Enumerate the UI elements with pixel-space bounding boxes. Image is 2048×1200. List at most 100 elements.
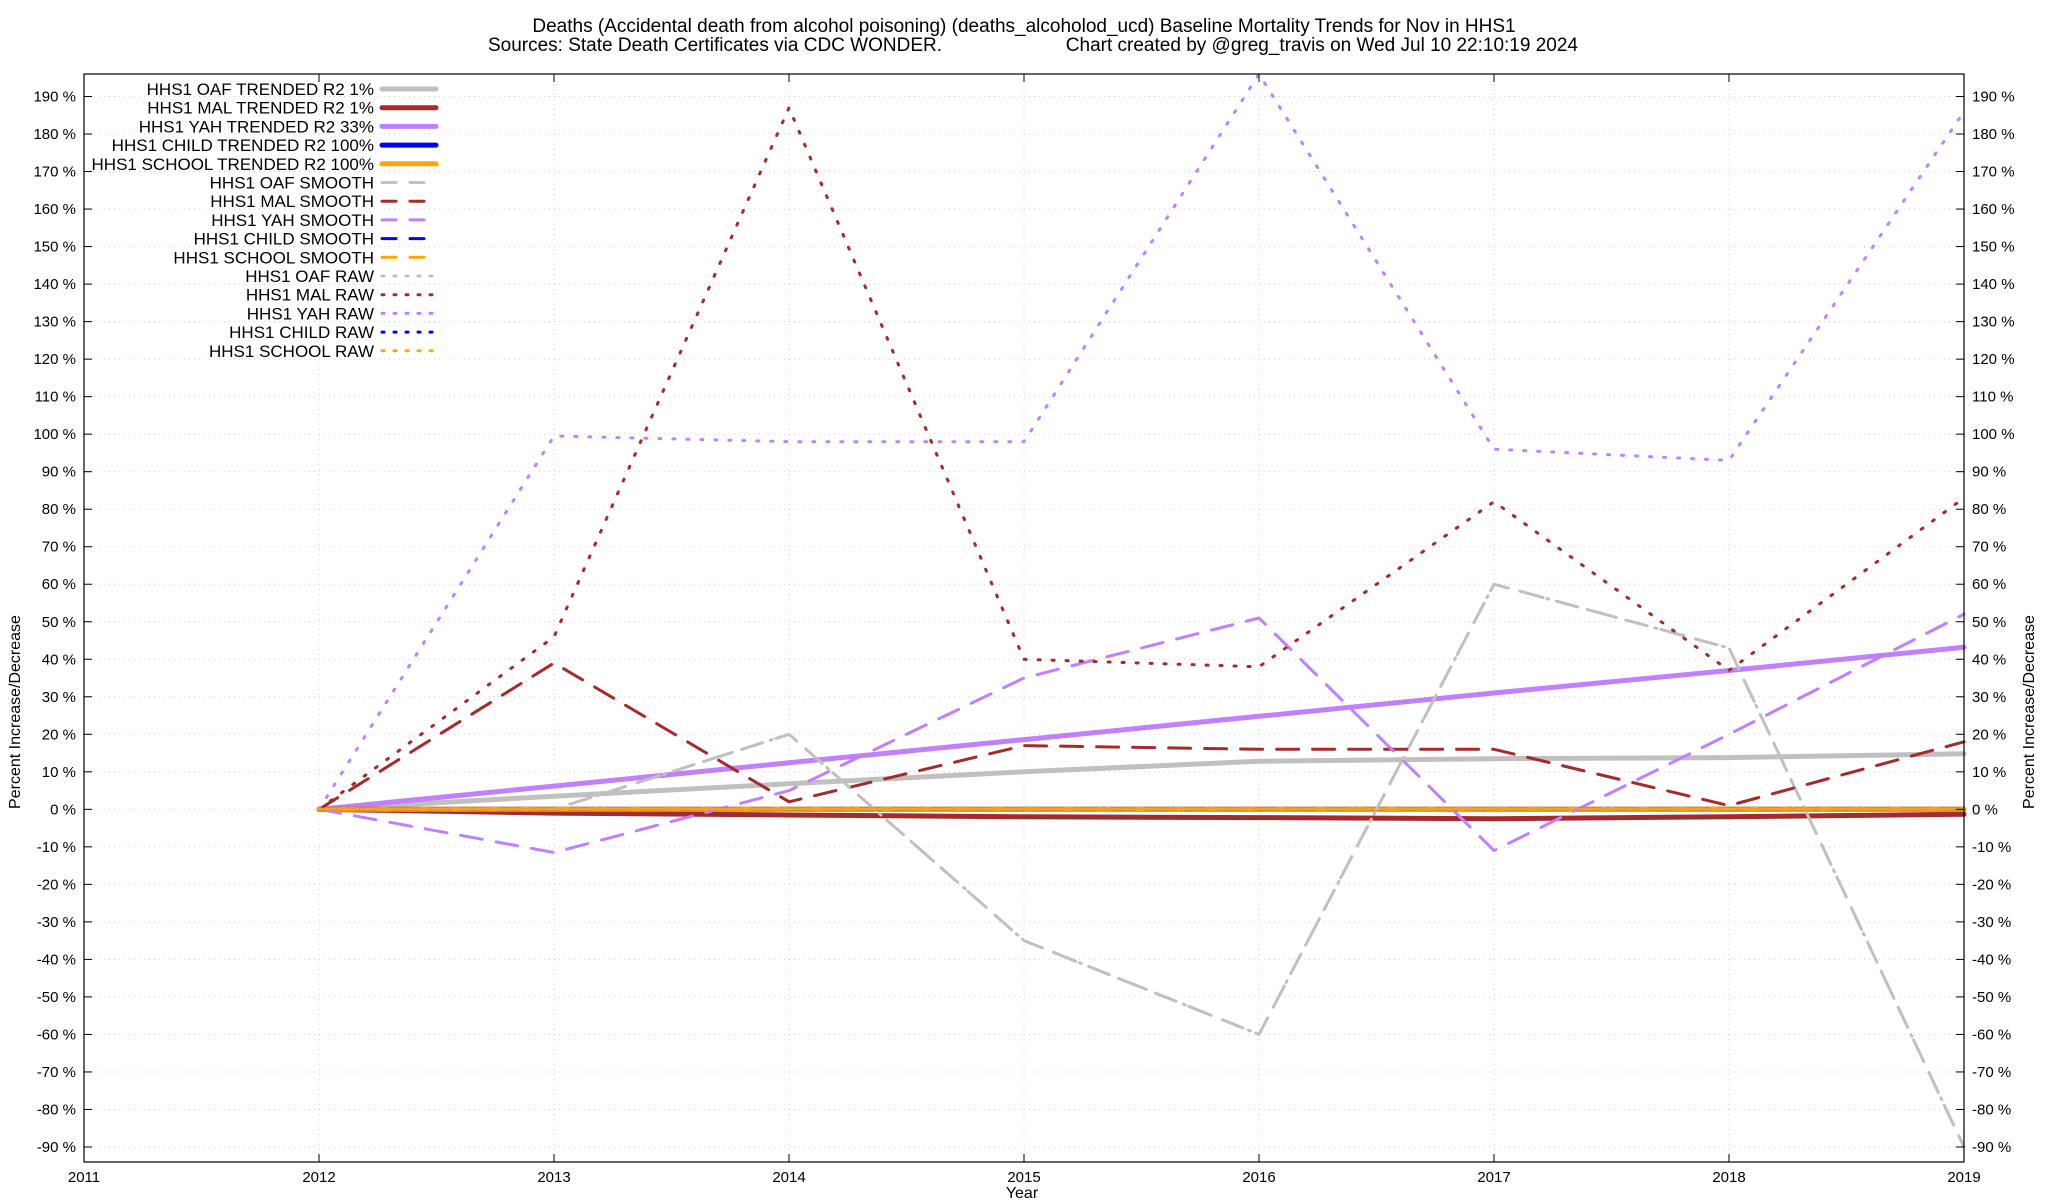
y2-axis-label: Percent Increase/Decrease: [2021, 615, 2038, 809]
y-tick-label: -70 %: [37, 1064, 76, 1081]
y-tick-label: -60 %: [37, 1026, 76, 1043]
y-tick-label: 120 %: [33, 351, 76, 368]
y-tick-label: 90 %: [42, 464, 76, 481]
y2-tick-label: 130 %: [1972, 314, 2015, 331]
x-tick-label: 2011: [68, 1169, 100, 1186]
y2-tick-label: -80 %: [1972, 1101, 2011, 1118]
y-tick-label: 160 %: [33, 201, 76, 218]
x-tick-label: 2019: [1947, 1169, 1980, 1186]
y2-tick-label: -50 %: [1972, 989, 2011, 1006]
y-axis-label: Percent Increase/Decrease: [7, 615, 24, 809]
y2-tick-label: 140 %: [1972, 276, 2015, 293]
y2-tick-label: 70 %: [1972, 539, 2006, 556]
y-tick-label: 130 %: [33, 314, 76, 331]
y2-tick-label: 0 %: [1972, 801, 1998, 818]
legend-label: HHS1 CHILD RAW: [229, 323, 374, 342]
y2-tick-label: -10 %: [1972, 839, 2011, 856]
y2-tick-label: 50 %: [1972, 614, 2006, 631]
legend-label: HHS1 SCHOOL TRENDED R2 100%: [92, 155, 374, 174]
y-tick-label: 0 %: [50, 801, 76, 818]
y-tick-label: -50 %: [37, 989, 76, 1006]
y2-tick-label: 160 %: [1972, 201, 2015, 218]
y2-tick-label: 120 %: [1972, 351, 2015, 368]
legend-label: HHS1 CHILD TRENDED R2 100%: [112, 136, 374, 155]
chart-title: Deaths (Accidental death from alcohol po…: [532, 16, 1515, 37]
series-line: [317, 612, 1966, 854]
x-tick-label: 2016: [1242, 1169, 1275, 1186]
series-group: [316, 72, 1967, 1149]
y-tick-label: 10 %: [42, 764, 76, 781]
legend-label: HHS1 MAL TRENDED R2 1%: [147, 99, 374, 118]
legend-label: HHS1 CHILD SMOOTH: [194, 230, 374, 249]
y-tick-label: 40 %: [42, 651, 76, 668]
legend-label: HHS1 YAH TRENDED R2 33%: [139, 117, 374, 136]
chart-subtitle-source: Sources: State Death Certificates via CD…: [488, 35, 942, 56]
legend-label: HHS1 OAF SMOOTH: [210, 174, 374, 193]
y-tick-label: 110 %: [35, 389, 76, 406]
y-tick-label: 70 %: [42, 539, 76, 556]
chart-subtitle-credit: Chart created by @greg_travis on Wed Jul…: [1066, 35, 1579, 56]
y2-tick-label: 150 %: [1972, 239, 2015, 256]
y-tick-label: 170 %: [33, 164, 76, 181]
legend-label: HHS1 OAF TRENDED R2 1%: [147, 80, 374, 99]
legend-label: HHS1 SCHOOL RAW: [209, 342, 374, 361]
x-tick-label: 2012: [302, 1169, 335, 1186]
legend-label: HHS1 YAH RAW: [247, 304, 374, 323]
tick-group: -90 % -90 % -80 % -80 % -70 % -70 % -60 % -60 %…: [33, 74, 2015, 1186]
y-tick-label: -40 %: [37, 951, 76, 968]
series-line: [317, 106, 1966, 811]
y2-tick-label: -90 %: [1972, 1139, 2011, 1156]
y-tick-label: 150 %: [33, 239, 76, 256]
y-tick-label: 180 %: [33, 126, 76, 143]
x-tick-label: 2017: [1477, 1169, 1510, 1186]
y-tick-label: -80 %: [37, 1101, 76, 1118]
y-tick-label: 20 %: [42, 726, 76, 743]
x-axis-label: Year: [1006, 1185, 1039, 1200]
y2-tick-label: 60 %: [1972, 576, 2006, 593]
series-line: [317, 72, 1966, 811]
y2-tick-label: 180 %: [1972, 126, 2015, 143]
y-tick-label: 30 %: [42, 689, 76, 706]
y2-tick-label: 30 %: [1972, 689, 2006, 706]
y2-tick-label: 190 %: [1972, 89, 2015, 106]
y2-tick-label: -20 %: [1972, 876, 2011, 893]
series-line: [316, 806, 1967, 822]
y-tick-label: 50 %: [42, 614, 76, 631]
y-tick-label: -30 %: [37, 914, 76, 931]
legend-label: HHS1 MAL RAW: [246, 286, 374, 305]
y2-tick-label: 90 %: [1972, 464, 2006, 481]
y-tick-label: -90 %: [37, 1139, 76, 1156]
legend: HHS1 OAF TRENDED R2 1%HHS1 MAL TRENDED R…: [92, 80, 439, 361]
x-tick-label: 2018: [1712, 1169, 1745, 1186]
y2-tick-label: 110 %: [1972, 389, 2013, 406]
y2-tick-label: 20 %: [1972, 726, 2006, 743]
y2-tick-label: -30 %: [1972, 914, 2011, 931]
y2-tick-label: 80 %: [1972, 501, 2006, 518]
x-tick-label: 2013: [537, 1169, 570, 1186]
series-line: [317, 661, 1966, 811]
y2-tick-label: 10 %: [1972, 764, 2006, 781]
legend-label: HHS1 MAL SMOOTH: [210, 192, 374, 211]
legend-label: HHS1 OAF RAW: [245, 267, 374, 286]
y2-tick-label: -70 %: [1972, 1064, 2011, 1081]
y-tick-label: 80 %: [42, 501, 76, 518]
y2-tick-label: -60 %: [1972, 1026, 2011, 1043]
x-tick-label: 2014: [772, 1169, 805, 1186]
legend-label: HHS1 YAH SMOOTH: [211, 211, 374, 230]
series-line: [316, 644, 1967, 812]
series-line: [316, 751, 1967, 812]
y2-tick-label: 40 %: [1972, 651, 2006, 668]
y-tick-label: -20 %: [37, 876, 76, 893]
y-tick-label: 140 %: [33, 276, 76, 293]
legend-label: HHS1 SCHOOL SMOOTH: [173, 248, 374, 267]
y-tick-label: 190 %: [33, 89, 76, 106]
y-tick-label: 100 %: [33, 426, 76, 443]
y-tick-label: -10 %: [37, 839, 76, 856]
y2-tick-label: 100 %: [1972, 426, 2015, 443]
y-tick-label: 60 %: [42, 576, 76, 593]
x-tick-label: 2015: [1007, 1169, 1040, 1186]
series-line: [317, 582, 1966, 1149]
y2-tick-label: 170 %: [1972, 164, 2015, 181]
